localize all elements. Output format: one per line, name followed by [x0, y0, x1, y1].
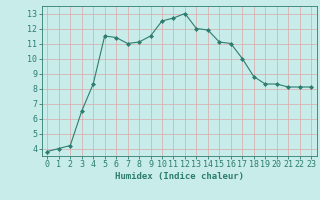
- X-axis label: Humidex (Indice chaleur): Humidex (Indice chaleur): [115, 172, 244, 181]
